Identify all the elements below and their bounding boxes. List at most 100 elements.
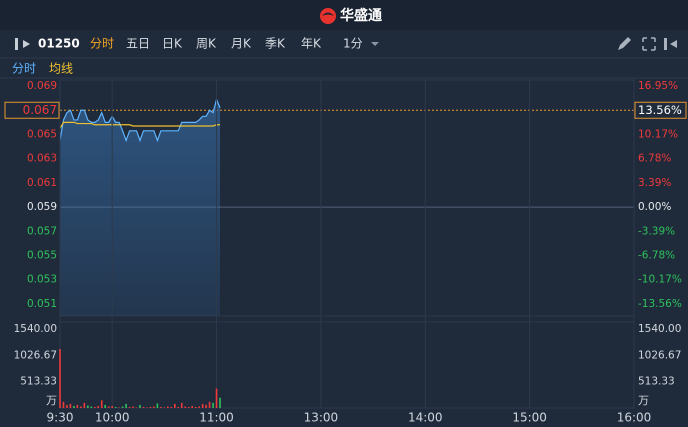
volume-bar	[125, 403, 127, 408]
volume-bar	[80, 406, 82, 408]
volume-bar	[198, 406, 200, 408]
stock-code: 01250	[38, 37, 80, 51]
current-change-label: 13.56%	[638, 103, 682, 117]
x-tick-label: 13:00	[304, 411, 339, 425]
y2-tick-label: -3.39%	[638, 225, 675, 237]
current-change-box	[634, 101, 687, 119]
tab[interactable]: 月K	[231, 37, 252, 51]
volume-bar	[142, 406, 145, 408]
volume-bar	[76, 404, 79, 408]
tab[interactable]: 周K	[196, 37, 217, 51]
app-title: 华盛通	[340, 7, 382, 24]
volume-bar	[215, 388, 218, 408]
y2-tick-label: -13.56%	[638, 298, 682, 310]
average-line	[59, 121, 221, 129]
y-tick-label: 0.059	[27, 201, 57, 213]
x-tick-label: 16:00	[617, 411, 652, 425]
volume-bar	[153, 406, 155, 408]
y-tick-label: 0.061	[27, 177, 57, 189]
volume-bar	[212, 402, 214, 408]
price-area	[60, 99, 221, 316]
volume-bar	[160, 406, 162, 408]
y-tick-label: 0.051	[27, 298, 57, 310]
toolbar	[0, 30, 688, 58]
volume-bar	[201, 403, 204, 408]
volume-bar	[194, 406, 197, 408]
volume-bar	[90, 406, 93, 408]
volume-bar	[139, 404, 141, 408]
tab[interactable]: 五日	[126, 37, 150, 51]
tab[interactable]: 季K	[265, 37, 286, 51]
legend-entry: 均线	[49, 62, 73, 76]
y2-tick-label: 6.78%	[638, 153, 671, 165]
legend-entry: 分时	[12, 62, 36, 76]
volume-bar	[219, 397, 221, 408]
current-price-box	[4, 101, 60, 119]
header-bar	[0, 0, 688, 30]
volume-bar	[73, 405, 75, 408]
x-tick-label: 10:00	[95, 411, 130, 425]
y-tick-label: 0.057	[27, 225, 57, 237]
y2-tick-label: -6.78%	[638, 250, 675, 262]
pencil-icon[interactable]	[618, 37, 631, 50]
volume-bar	[180, 402, 183, 408]
volume-bar	[107, 406, 110, 408]
y2-tick-label: 0.00%	[638, 201, 671, 213]
y2-tick-label: 513.33	[638, 376, 675, 388]
current-price-label: 0.067	[23, 103, 57, 117]
volume-bar	[121, 406, 124, 408]
volume-bar	[191, 405, 193, 408]
x-tick-label: 15:00	[512, 411, 547, 425]
volume-bar	[184, 406, 187, 408]
volume-bar	[69, 403, 72, 408]
volume-bar	[156, 403, 159, 408]
y-tick-label: 1540.00	[14, 323, 57, 335]
y2-tick-label: 16.95%	[638, 80, 678, 92]
collapse-icon[interactable]	[15, 38, 30, 50]
volume-bar	[118, 407, 120, 408]
y2-tick-label: 3.39%	[638, 177, 671, 189]
y-tick-label: 0.053	[27, 274, 57, 286]
volume-bar	[128, 406, 131, 408]
volume-bar	[187, 406, 190, 408]
volume-bar	[93, 406, 96, 408]
volume-bar	[59, 349, 61, 408]
y-tick-label: 1026.67	[14, 349, 57, 361]
unit-label: 万	[638, 394, 649, 407]
y2-tick-label: 1026.67	[638, 349, 681, 361]
volume-bar	[174, 403, 176, 408]
volume-bar	[167, 406, 169, 408]
volume-bar	[208, 401, 211, 408]
y-tick-label: 0.069	[27, 80, 57, 92]
tab[interactable]: 年K	[301, 37, 322, 51]
sidebar-icon[interactable]	[664, 38, 677, 50]
tab[interactable]: 分时	[90, 37, 114, 51]
interval-select[interactable]: 1分	[343, 37, 363, 51]
volume-bar	[66, 404, 68, 408]
x-tick-label: 9:30	[47, 411, 74, 425]
logo-icon	[320, 8, 336, 24]
volume-bar	[135, 407, 138, 408]
unit-label: 万	[46, 394, 57, 407]
tab[interactable]: 日K	[162, 37, 183, 51]
price-line	[59, 97, 221, 143]
volume-bar	[170, 406, 173, 408]
y-tick-label: 0.063	[27, 153, 57, 165]
volume-bar	[205, 404, 207, 408]
volume-bar	[100, 400, 103, 408]
x-tick-label: 14:00	[408, 411, 443, 425]
volume-bar	[111, 405, 113, 408]
volume-bar	[132, 406, 134, 408]
y2-tick-label: 1540.00	[638, 323, 681, 335]
y-tick-label: 0.055	[27, 249, 57, 261]
y2-tick-label: 10.17%	[638, 128, 678, 140]
expand-icon[interactable]	[642, 37, 656, 51]
volume-bar	[146, 407, 148, 408]
volume-bar	[163, 407, 166, 408]
volume-bar	[83, 402, 86, 408]
volume-bar	[97, 405, 100, 408]
dropdown-arrow[interactable]	[371, 42, 379, 46]
y-tick-label: 513.33	[20, 376, 57, 388]
y-tick-label: 0.065	[27, 128, 57, 140]
